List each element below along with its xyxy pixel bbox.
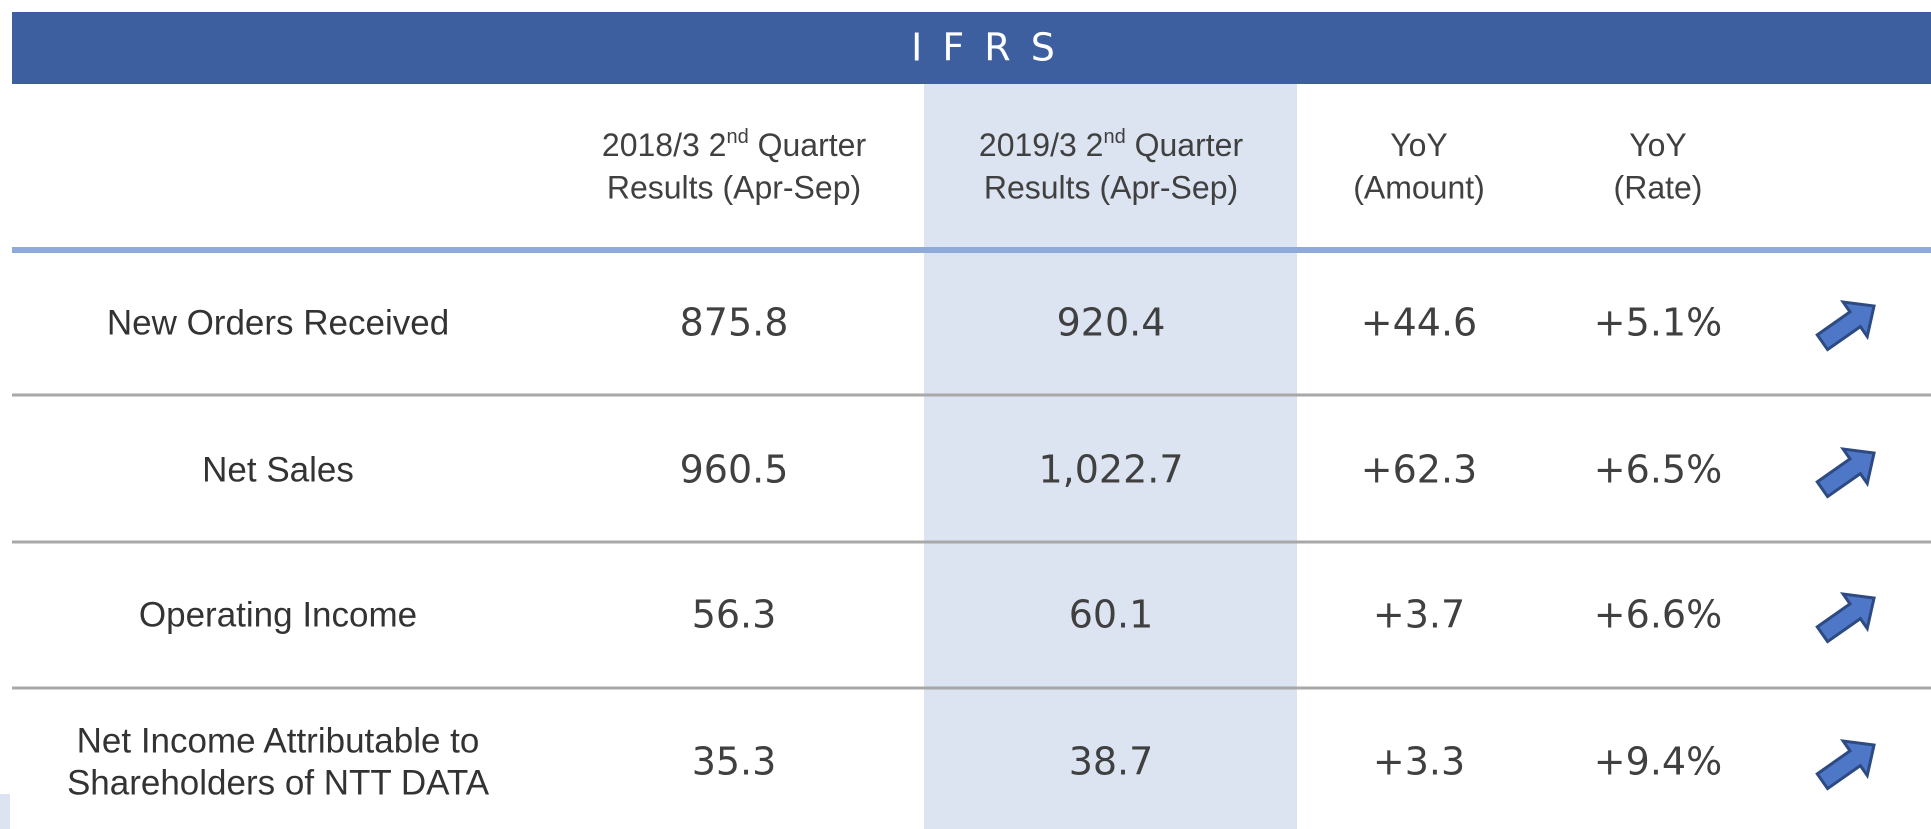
row-divider	[12, 393, 1931, 397]
cell-value: 38.7	[1069, 740, 1154, 784]
column-header: YoY	[1629, 127, 1687, 163]
cell-value: 875.8	[680, 301, 789, 345]
cell-value: +5.1%	[1594, 301, 1722, 345]
row-label: Net Sales	[202, 450, 354, 489]
header-text: Quarter	[1126, 127, 1244, 163]
header-text: 2019/3 2	[979, 127, 1104, 163]
header-text: 2018/3 2	[602, 127, 727, 163]
cell-value: 35.3	[692, 740, 777, 784]
column-header-line2: Results (Apr-Sep)	[607, 169, 861, 205]
row-divider	[12, 540, 1931, 544]
column-header-line2: (Amount)	[1353, 169, 1485, 205]
trend-arrow	[1808, 287, 1888, 361]
header-title: I F R S	[911, 26, 1059, 70]
trend-arrow	[1808, 434, 1888, 508]
cell-value: 1,022.7	[1038, 448, 1183, 492]
header-text: YoY	[1629, 127, 1687, 163]
column-header-line2: (Rate)	[1614, 169, 1703, 205]
header-text: Quarter	[749, 127, 867, 163]
corner-mark	[0, 794, 10, 829]
header-text: YoY	[1390, 127, 1448, 163]
header-superscript: nd	[1103, 126, 1125, 148]
row-divider	[12, 686, 1931, 690]
header-divider	[12, 247, 1931, 253]
row-label: New Orders Received	[107, 303, 449, 342]
cell-value: +3.3	[1373, 740, 1465, 784]
header-superscript: nd	[726, 126, 748, 148]
cell-value: +9.4%	[1594, 740, 1722, 784]
cell-value: +6.6%	[1594, 593, 1722, 637]
cell-value: +6.5%	[1594, 448, 1722, 492]
row-label: Operating Income	[139, 595, 417, 634]
column-header: YoY	[1390, 127, 1448, 163]
column-header-line2: Results (Apr-Sep)	[984, 169, 1238, 205]
cell-value: +62.3	[1361, 448, 1477, 492]
cell-value: 960.5	[680, 448, 789, 492]
cell-value: +44.6	[1361, 301, 1477, 345]
cell-value: +3.7	[1373, 593, 1465, 637]
column-header: 2018/3 2nd Quarter	[602, 126, 867, 163]
highlight-column	[924, 84, 1297, 829]
row-label: Shareholders of NTT DATA	[67, 763, 490, 802]
cell-value: 920.4	[1057, 301, 1166, 345]
header-band	[12, 12, 1931, 84]
cell-value: 60.1	[1069, 593, 1154, 637]
row-label: Net Income Attributable to	[77, 721, 480, 760]
column-header: 2019/3 2nd Quarter	[979, 126, 1244, 163]
cell-value: 56.3	[692, 593, 777, 637]
trend-arrow	[1808, 726, 1888, 800]
trend-arrow	[1808, 579, 1888, 653]
